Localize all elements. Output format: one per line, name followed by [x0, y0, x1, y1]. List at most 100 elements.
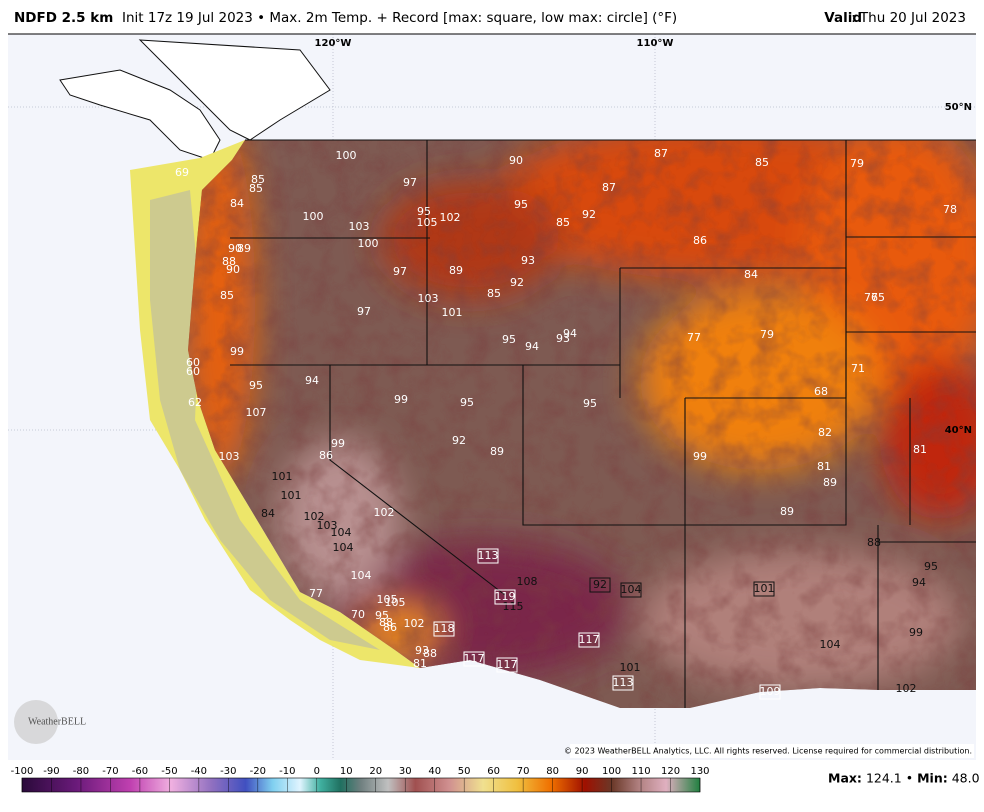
- station-temp: 87: [654, 147, 668, 160]
- record-temp: 117: [464, 652, 485, 665]
- colorbar-tick-label: 0: [314, 766, 320, 777]
- station-temp: 88: [423, 647, 437, 660]
- station-temp: 92: [452, 434, 466, 447]
- station-temp: 95: [583, 397, 597, 410]
- station-temp: 102: [304, 510, 325, 523]
- station-temp: 85: [755, 156, 769, 169]
- station-temp: 93: [521, 254, 535, 267]
- colorbar-ticks: -100 -90 -80 -70 -60 -50 -40 -30 -20 -10 0 10 20 30 40…: [11, 766, 710, 792]
- station-temp: 85: [487, 287, 501, 300]
- logo-text: WeatherBELL: [28, 716, 86, 727]
- station-temp: 105: [417, 216, 438, 229]
- station-temp: 85: [556, 216, 570, 229]
- lon-label: 120°W: [315, 38, 352, 49]
- logo-globe: [14, 700, 58, 744]
- station-temp: 100: [303, 210, 324, 223]
- station-temp: 104: [351, 569, 372, 582]
- station-temp: 104: [820, 638, 841, 651]
- station-temp: 84: [261, 507, 275, 520]
- colorbar-tick-label: -40: [191, 766, 207, 777]
- record-temp: 92: [593, 578, 607, 591]
- colorbar-tick-label: 70: [517, 766, 530, 777]
- station-temp: 85: [251, 173, 265, 186]
- colorbar-tick-label: -50: [161, 766, 177, 777]
- station-temp: 85: [220, 289, 234, 302]
- station-temp: 103: [317, 519, 338, 532]
- station-temp: 85: [249, 182, 263, 195]
- record-box: [494, 589, 516, 605]
- station-temp: 103: [418, 292, 439, 305]
- station-temp: 90: [226, 263, 240, 276]
- station-temp: 89: [490, 445, 504, 458]
- station-temp: 94: [525, 340, 539, 353]
- header-valid-label: Valid: [824, 10, 862, 26]
- colorbar-tick-label: -30: [220, 766, 236, 777]
- header-valid-date: : Thu 20 Jul 2023: [851, 10, 966, 26]
- record-temp: 101: [754, 582, 775, 595]
- station-temp: 99: [693, 450, 707, 463]
- station-temp: 95: [502, 333, 516, 346]
- footer-separator: •: [906, 771, 913, 786]
- station-temp: 68: [814, 385, 828, 398]
- station-temp: 69: [175, 166, 189, 179]
- colorbar-tick-label: -60: [132, 766, 148, 777]
- copyright-box: [570, 744, 974, 758]
- station-temp: 99: [909, 626, 923, 639]
- station-temp: 94: [305, 374, 319, 387]
- colorbar-tick-label: 80: [546, 766, 559, 777]
- station-temp: 93: [556, 332, 570, 345]
- record-temp: 104: [621, 583, 642, 596]
- station-temp: 108: [517, 575, 538, 588]
- land-field: [188, 140, 976, 708]
- station-temp: 78: [943, 203, 957, 216]
- station-temp: 102: [374, 506, 395, 519]
- station-temp: 94: [563, 327, 577, 340]
- station-temp: 81: [413, 657, 427, 670]
- record-box: [759, 684, 781, 700]
- station-temp: 99: [331, 437, 345, 450]
- colorbar-tick-label: 130: [690, 766, 709, 777]
- station-temp: 102: [896, 682, 917, 695]
- colorbar-tick-label: 40: [428, 766, 441, 777]
- station-temp: 81: [817, 460, 831, 473]
- colorbar-tick-label: 90: [576, 766, 589, 777]
- station-temp: 95: [417, 205, 431, 218]
- station-temp: 105: [385, 596, 406, 609]
- colorbar-tick-label: 20: [369, 766, 382, 777]
- station-temp: 79: [850, 157, 864, 170]
- colorbar-tick-label: -90: [43, 766, 59, 777]
- station-temp: 95: [249, 379, 263, 392]
- record-temp: 113: [613, 676, 634, 689]
- colorbar-tick-label: 10: [340, 766, 353, 777]
- station-temp: 90: [228, 242, 242, 255]
- ocean-cool: [150, 190, 380, 650]
- footer-max-value: 124.1: [866, 771, 902, 786]
- station-temp: 60: [186, 356, 200, 369]
- station-temp: 107: [246, 406, 267, 419]
- station-temp: 76: [864, 291, 878, 304]
- record-temp: 117: [579, 633, 600, 646]
- station-temp: 100: [358, 237, 379, 250]
- station-temp: 104: [333, 541, 354, 554]
- station-temp: 100: [336, 149, 357, 162]
- record-box: [463, 651, 485, 667]
- lon-label: 110°W: [637, 38, 674, 49]
- station-temp: 101: [272, 470, 293, 483]
- station-temp: 102: [404, 617, 425, 630]
- record-temp: 117: [497, 658, 518, 671]
- station-temp: 115: [503, 600, 524, 613]
- station-temp: 89: [449, 264, 463, 277]
- station-temp: 97: [393, 265, 407, 278]
- record-temp: 109: [760, 685, 781, 698]
- colorbar: [21, 777, 701, 793]
- record-box: [753, 581, 775, 597]
- colorbar-tick-label: 120: [661, 766, 680, 777]
- record-temp: 119: [495, 590, 516, 603]
- station-temp: 60: [186, 365, 200, 378]
- station-temp: 89: [780, 505, 794, 518]
- station-temp: 86: [693, 234, 707, 247]
- station-temp: 88: [867, 536, 881, 549]
- station-temp: 93: [415, 644, 429, 657]
- station-temp: 95: [460, 396, 474, 409]
